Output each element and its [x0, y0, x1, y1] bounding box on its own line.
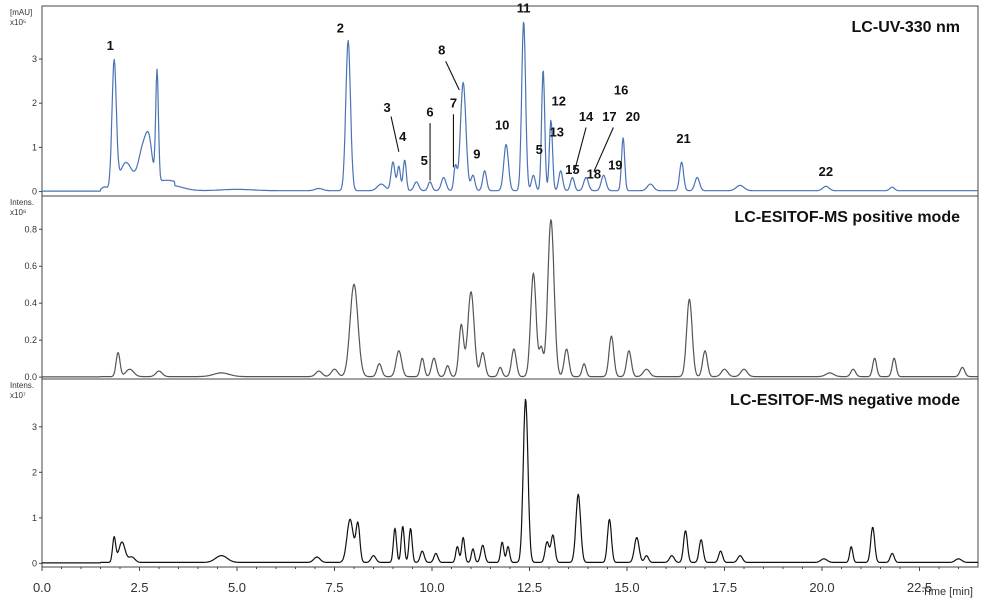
- y-axis-label: Intens.: [10, 198, 34, 207]
- peak-label: 22: [819, 164, 833, 179]
- y-tick-label: 0: [32, 558, 37, 568]
- peak-label: 18: [587, 166, 601, 181]
- panel-neg: Intens.x10⁷ 0 1 2 3 LC-ESITOF-MS negative mod…: [10, 378, 979, 568]
- y-axis-label: [mAU]: [10, 8, 32, 17]
- panel-title: LC-UV-330 nm: [852, 19, 960, 36]
- peak-label: 10: [495, 118, 509, 133]
- peak-leader-line: [390, 116, 400, 152]
- x-tick-label: 0.0: [33, 580, 51, 595]
- y-tick-label: 0.0: [24, 372, 37, 382]
- panel-pos: Intens.x10⁸ 0.0 0.2 0.4 0.6 0.8 LC-ESITOF-MS p…: [10, 195, 979, 382]
- y-tick-label: 0.2: [24, 335, 37, 345]
- x-tick-label: 15.0: [614, 580, 639, 595]
- peak-label: 4: [399, 129, 407, 144]
- peak-label: 11: [517, 1, 531, 16]
- x-tick-label: 20.0: [809, 580, 834, 595]
- peak-label: 5: [536, 142, 543, 157]
- peak-label: 21: [676, 131, 690, 146]
- y-tick-label: 1: [32, 513, 37, 523]
- y-tick-label: 3: [32, 54, 37, 64]
- x-axis-label: Time [min]: [922, 586, 973, 598]
- y-tick-label: 2: [32, 467, 37, 477]
- y-tick-label: 0.8: [24, 224, 37, 234]
- peak-label: 12: [552, 93, 566, 108]
- panel-title: LC-ESITOF-MS negative mode: [730, 392, 960, 409]
- y-tick-label: 1: [32, 142, 37, 152]
- peak-label: 8: [438, 43, 445, 58]
- y-tick-label: 3: [32, 422, 37, 432]
- y-tick-label: 0.6: [24, 261, 37, 271]
- x-tick-label: 17.5: [712, 580, 737, 595]
- peak-label: 9: [473, 146, 480, 161]
- peak-label: 14: [579, 109, 594, 124]
- peak-label: 7: [450, 96, 457, 111]
- y-tick-label: 0.4: [24, 298, 37, 308]
- x-tick-label: 12.5: [517, 580, 542, 595]
- series-line-uv: [42, 21, 978, 192]
- peak-label: 2: [337, 21, 344, 36]
- y-scale-label: x10⁵: [10, 18, 26, 27]
- peak-label: 15: [565, 162, 579, 177]
- x-tick-label: 7.5: [325, 580, 343, 595]
- time-axis: 0.0 2.5 5.0 7.5 10.0 12.5 15.0 17.5 20.0 22.5Time…: [33, 567, 973, 598]
- peak-leader-line: [445, 60, 460, 91]
- peak-label: 6: [426, 104, 433, 119]
- peak-label: 13: [550, 124, 564, 139]
- peak-label: 1: [107, 38, 114, 53]
- panel-title: LC-ESITOF-MS positive mode: [735, 209, 961, 226]
- y-scale-label: x10⁷: [10, 391, 26, 400]
- x-tick-label: 5.0: [228, 580, 246, 595]
- peak-label: 19: [608, 157, 622, 172]
- peak-label: 17: [602, 109, 616, 124]
- series-line-neg: [42, 398, 978, 564]
- x-tick-label: 10.0: [419, 580, 444, 595]
- panel-frame: [41, 5, 979, 197]
- x-tick-label: 2.5: [130, 580, 148, 595]
- y-tick-label: 2: [32, 98, 37, 108]
- peak-label: 16: [614, 82, 628, 97]
- series-line-pos: [42, 219, 978, 378]
- x-tick-label: 22.5: [907, 580, 932, 595]
- y-axis-label: Intens.: [10, 381, 34, 390]
- peak-leader-line: [573, 127, 587, 172]
- y-tick-label: 0: [32, 187, 37, 197]
- peak-label: 5: [421, 153, 428, 168]
- peak-label: 3: [384, 100, 391, 115]
- peak-leader-line: [593, 127, 614, 172]
- peak-label: 20: [626, 109, 640, 124]
- y-scale-label: x10⁸: [10, 208, 26, 217]
